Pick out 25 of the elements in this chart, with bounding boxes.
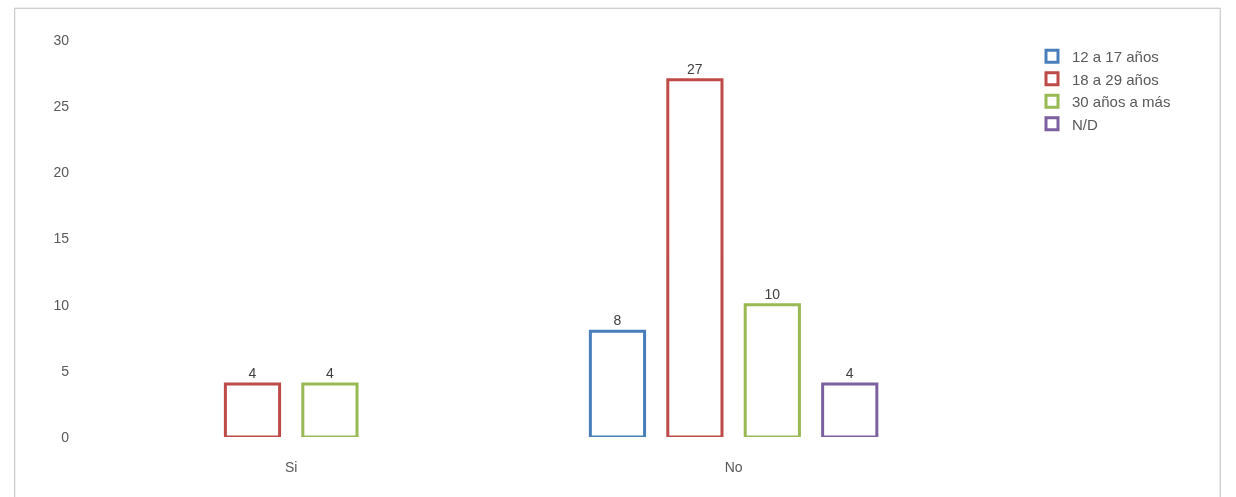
y-tick-label: 25 (53, 98, 70, 115)
y-tick-label: 5 (61, 362, 70, 379)
data-label: 8 (613, 312, 622, 329)
x-tick-label: No (724, 459, 743, 475)
y-tick-label: 0 (61, 428, 70, 445)
y-tick-label: 15 (53, 230, 70, 247)
bar (588, 329, 647, 437)
data-label: 10 (764, 285, 781, 302)
data-label: 4 (845, 365, 854, 382)
legend-label: 12 a 17 años (1072, 48, 1159, 66)
bar (743, 303, 801, 437)
bar (666, 78, 724, 437)
y-tick-label: 20 (53, 164, 70, 181)
y-tick-label: 30 (53, 31, 70, 48)
data-label: 4 (325, 365, 334, 382)
legend-label: N/D (1072, 115, 1098, 133)
x-tick-label: Si (284, 459, 298, 475)
bar (821, 382, 879, 437)
data-label: 27 (687, 60, 703, 77)
legend-label: 18 a 29 años (1072, 70, 1159, 88)
y-tick-label: 10 (53, 296, 70, 313)
bar (223, 382, 282, 437)
data-label: 4 (248, 365, 257, 382)
legend-label: 30 años a más (1072, 93, 1171, 111)
bar (301, 382, 359, 437)
